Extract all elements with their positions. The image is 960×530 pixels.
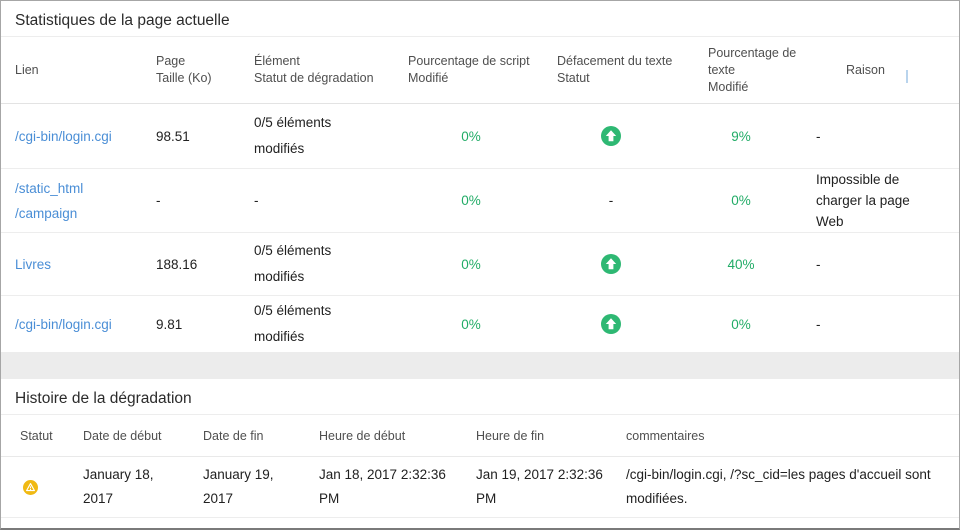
comments-cell: /cgi-bin/login.cgi, /?sc_cid=les pages d… <box>626 467 931 506</box>
page-link[interactable]: Livres <box>15 256 52 272</box>
reason-cell: - <box>816 316 821 332</box>
table-row: /cgi-bin/login.cgi 9.81 0/5 éléments mod… <box>1 296 959 352</box>
column-header-heure-fin: Heure de fin <box>476 428 545 443</box>
history-table-row: January 18, 2017 January 19, 2017 Jan 18… <box>1 457 959 518</box>
link-cell: Livres <box>1 252 149 277</box>
up-arrow-circle-icon <box>601 314 621 334</box>
page-size-cell: 9.81 <box>156 316 183 332</box>
script-modified-percent: 0% <box>461 316 481 332</box>
history-section-title: Histoire de la dégradation <box>1 379 959 415</box>
text-modified-percent: 0% <box>731 316 751 332</box>
column-header-page-taille: Page Taille (Ko) <box>156 54 212 85</box>
end-time-cell: Jan 19, 2017 2:32:36 PM <box>476 467 603 506</box>
column-header-texte-modifie: Pourcentage de texte Modifié <box>708 45 797 94</box>
up-arrow-circle-icon <box>601 126 621 146</box>
link-cell: /cgi-bin/login.cgi <box>1 312 149 337</box>
column-header-date-fin: Date de fin <box>203 428 264 443</box>
warning-triangle-icon <box>23 479 38 495</box>
defacement-status-cell: - <box>608 193 614 208</box>
start-date-cell: January 18, 2017 <box>83 467 154 506</box>
script-modified-percent: 0% <box>461 128 481 144</box>
column-header-statut: Statut <box>20 428 53 443</box>
page-link[interactable]: /cgi-bin/login.cgi <box>15 128 112 144</box>
current-page-statistics-section: Statistiques de la page actuelle Lien Pa… <box>1 1 959 352</box>
page-size-cell: 98.51 <box>156 128 190 144</box>
column-resize-indicator <box>906 70 908 83</box>
text-modified-percent: 0% <box>731 193 751 208</box>
column-header-date-debut: Date de début <box>83 428 162 443</box>
reason-cell: - <box>816 128 821 144</box>
text-modified-percent: 40% <box>727 256 755 272</box>
defacement-status-cell <box>541 126 681 146</box>
element-status-cell: 0/5 éléments modifiés <box>254 303 332 344</box>
table-row: Livres 188.16 0/5 éléments modifiés 0% 4… <box>1 233 959 296</box>
table-row: /static_html /campaign - - 0% - 0% Impos… <box>1 169 959 233</box>
reason-cell: - <box>816 256 821 272</box>
section-divider-band <box>1 352 959 379</box>
text-modified-percent: 9% <box>731 128 751 144</box>
start-time-cell: Jan 18, 2017 2:32:36 PM <box>319 467 446 506</box>
link-cell: /static_html /campaign <box>1 176 149 226</box>
defacement-status-cell <box>541 314 681 334</box>
reason-cell: Impossible de charger la page Web <box>816 172 910 229</box>
column-header-defacement-statut: Défacement du texte Statut <box>557 54 673 85</box>
column-header-lien: Lien <box>15 62 39 77</box>
page-size-cell: - <box>156 193 161 208</box>
end-date-cell: January 19, 2017 <box>203 467 274 506</box>
defacement-status-cell <box>541 254 681 274</box>
element-status-cell: 0/5 éléments modifiés <box>254 115 332 156</box>
history-table-header: Statut Date de début Date de fin Heure d… <box>1 415 959 457</box>
page-link[interactable]: /static_html /campaign <box>15 180 84 221</box>
stats-table-header: Lien Page Taille (Ko) Élément Statut de … <box>1 37 959 104</box>
table-row: /cgi-bin/login.cgi 98.51 0/5 éléments mo… <box>1 104 959 169</box>
column-header-heure-debut: Heure de début <box>319 428 406 443</box>
column-header-element-statut: Élément Statut de dégradation <box>254 54 374 85</box>
page-size-cell: 188.16 <box>156 256 198 272</box>
element-status-cell: 0/5 éléments modifiés <box>254 243 332 284</box>
column-header-commentaires: commentaires <box>626 428 705 443</box>
script-modified-percent: 0% <box>461 193 481 208</box>
up-arrow-circle-icon <box>601 254 621 274</box>
stats-section-title: Statistiques de la page actuelle <box>1 1 959 37</box>
script-modified-percent: 0% <box>461 256 481 272</box>
element-status-cell: - <box>254 192 259 208</box>
column-header-raison: Raison <box>846 62 885 77</box>
degradation-history-section: Histoire de la dégradation Statut Date d… <box>1 379 959 528</box>
status-cell <box>1 479 76 495</box>
link-cell: /cgi-bin/login.cgi <box>1 124 149 149</box>
page-link[interactable]: /cgi-bin/login.cgi <box>15 316 112 332</box>
column-header-script-modifie: Pourcentage de script Modifié <box>408 54 530 85</box>
